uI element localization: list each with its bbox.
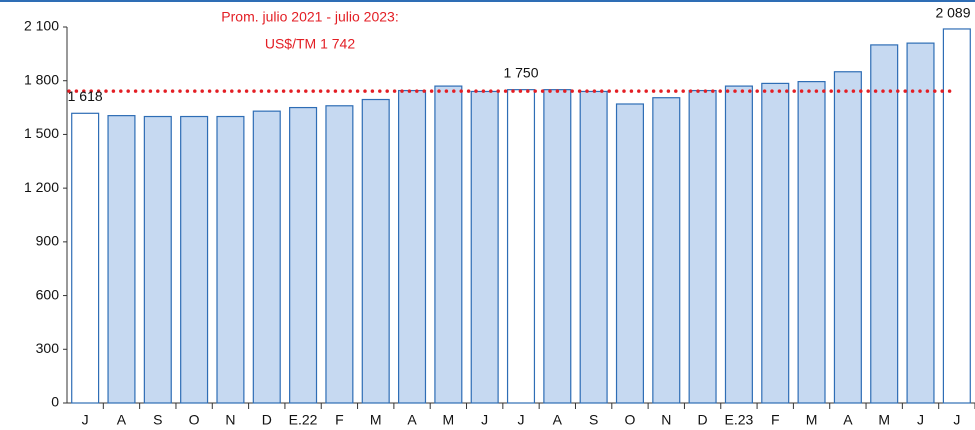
y-tick-label: 1 800 xyxy=(24,71,59,87)
annotation: US$/TM 1 742 xyxy=(265,36,355,52)
annotation: Prom. julio 2021 - julio 2023: xyxy=(221,9,398,25)
y-tick-label: 300 xyxy=(36,340,60,356)
bar xyxy=(252,110,281,404)
x-tick-label: J xyxy=(953,412,960,428)
bar xyxy=(906,42,935,404)
bar xyxy=(724,85,753,404)
x-tick-label: M xyxy=(806,412,818,428)
value-label: 2 089 xyxy=(935,5,970,21)
x-tick-label: A xyxy=(553,412,563,428)
x-tick-label: F xyxy=(335,412,344,428)
bar xyxy=(398,89,427,404)
bar xyxy=(470,90,499,404)
bar xyxy=(942,28,971,404)
bar xyxy=(361,98,390,404)
bar xyxy=(833,71,862,404)
bar xyxy=(180,115,209,404)
bar xyxy=(434,85,463,404)
y-tick-label: 1 500 xyxy=(24,125,59,141)
x-tick-label: M xyxy=(878,412,890,428)
y-tick-label: 600 xyxy=(36,286,60,302)
bar xyxy=(506,89,536,404)
bar xyxy=(216,115,245,404)
x-tick-label: A xyxy=(407,412,417,428)
y-tick-label: 1 200 xyxy=(24,179,59,195)
x-tick-label: D xyxy=(698,412,708,428)
x-tick-label: M xyxy=(443,412,455,428)
x-tick-label: D xyxy=(262,412,272,428)
x-tick-label: S xyxy=(589,412,598,428)
x-tick-label: F xyxy=(771,412,780,428)
y-tick-label: 900 xyxy=(36,233,60,249)
y-tick-label: 2 100 xyxy=(24,18,59,34)
y-tick-label: 0 xyxy=(51,394,59,410)
bar xyxy=(797,81,826,404)
x-tick-label: O xyxy=(625,412,636,428)
bar xyxy=(579,90,608,404)
bar xyxy=(289,106,318,404)
bar xyxy=(615,103,644,404)
bar xyxy=(652,97,681,404)
value-label: 1 750 xyxy=(503,64,538,80)
value-label: 1 618 xyxy=(68,88,103,104)
bar xyxy=(761,82,790,404)
bar xyxy=(143,115,172,404)
bar xyxy=(543,89,572,404)
bar xyxy=(870,44,899,404)
x-tick-label: S xyxy=(153,412,162,428)
bar xyxy=(107,115,136,404)
x-tick-label: J xyxy=(82,412,89,428)
bar xyxy=(71,112,100,404)
x-tick-label: N xyxy=(225,412,235,428)
x-tick-label: E.22 xyxy=(289,412,318,428)
x-tick-label: O xyxy=(189,412,200,428)
x-tick-label: E.23 xyxy=(725,412,754,428)
x-tick-label: J xyxy=(481,412,488,428)
x-tick-label: J xyxy=(917,412,924,428)
x-tick-label: M xyxy=(370,412,382,428)
x-tick-label: A xyxy=(843,412,853,428)
x-tick-label: J xyxy=(518,412,525,428)
bar xyxy=(688,89,717,404)
x-tick-label: N xyxy=(661,412,671,428)
x-tick-label: A xyxy=(117,412,127,428)
bar xyxy=(325,105,354,404)
